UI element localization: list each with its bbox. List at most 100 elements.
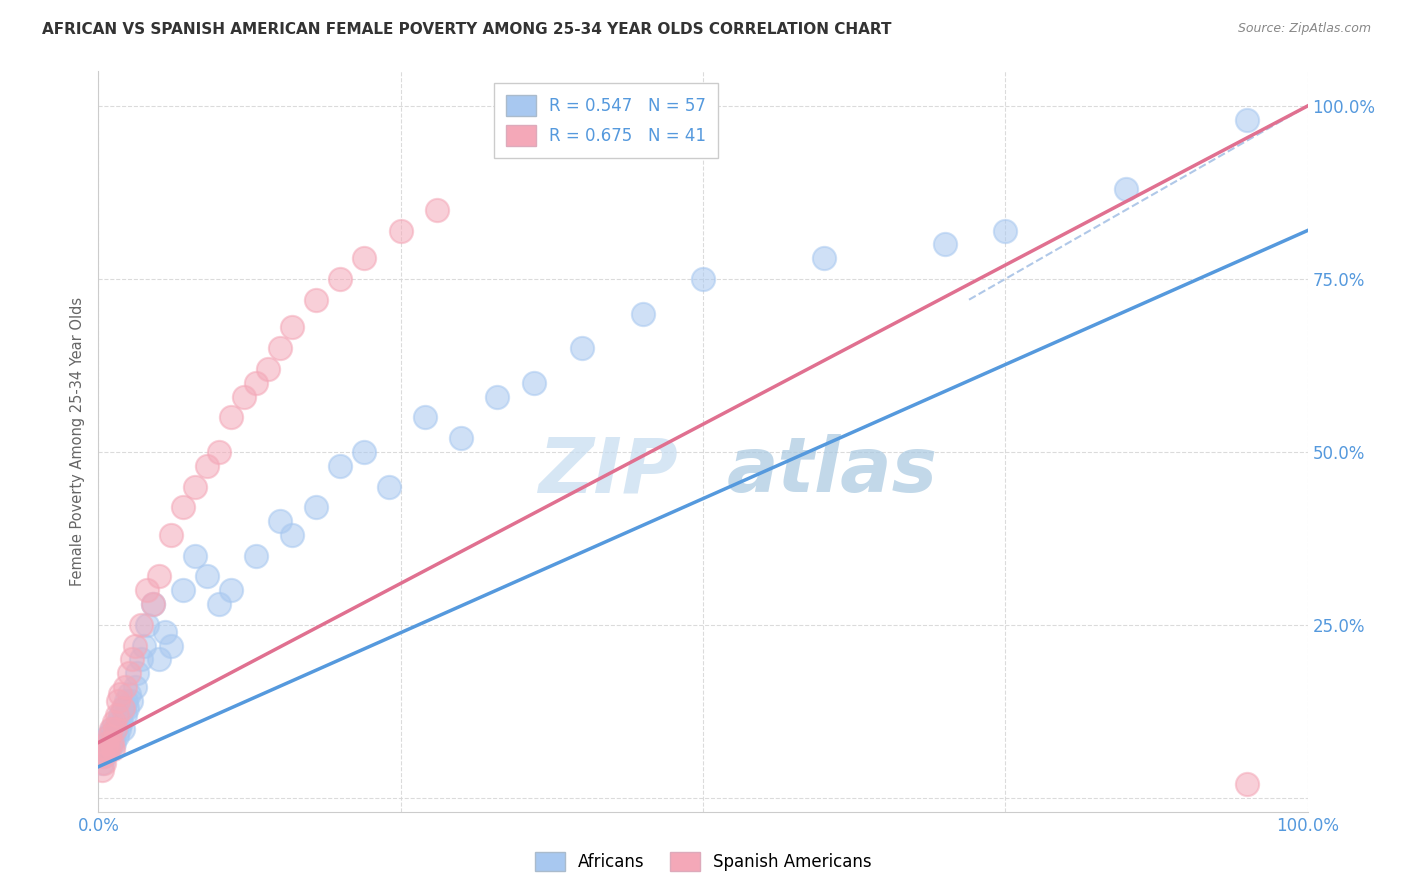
Point: [353, 251, 375, 265]
Point: [631, 306, 654, 320]
Point: [100, 722, 122, 736]
Point: [281, 528, 304, 542]
Point: [94, 742, 117, 756]
Point: [208, 445, 231, 459]
Point: [305, 293, 328, 307]
Point: [195, 569, 218, 583]
Point: [221, 583, 243, 598]
Point: [108, 707, 131, 722]
Point: [97, 742, 120, 756]
Point: [91, 749, 114, 764]
Point: [142, 597, 165, 611]
Point: [108, 722, 131, 736]
Point: [118, 687, 141, 701]
Point: [111, 722, 134, 736]
Point: [523, 376, 546, 390]
Point: [93, 749, 115, 764]
Point: [281, 320, 304, 334]
Text: ZIP: ZIP: [538, 434, 679, 508]
Y-axis label: Female Poverty Among 25-34 Year Olds: Female Poverty Among 25-34 Year Olds: [69, 297, 84, 586]
Point: [269, 341, 291, 355]
Point: [426, 202, 449, 217]
Point: [571, 341, 593, 355]
Point: [98, 729, 121, 743]
Text: atlas: atlas: [727, 434, 938, 508]
Point: [172, 583, 194, 598]
Point: [104, 722, 127, 736]
Point: [118, 666, 141, 681]
Point: [107, 694, 129, 708]
Point: [934, 237, 956, 252]
Point: [305, 500, 328, 515]
Point: [148, 652, 170, 666]
Point: [96, 735, 118, 749]
Point: [245, 376, 267, 390]
Point: [148, 569, 170, 583]
Point: [120, 694, 142, 708]
Legend: R = 0.547   N = 57, R = 0.675   N = 41: R = 0.547 N = 57, R = 0.675 N = 41: [495, 83, 718, 158]
Point: [93, 756, 115, 771]
Point: [142, 597, 165, 611]
Point: [413, 410, 436, 425]
Point: [195, 458, 218, 473]
Text: AFRICAN VS SPANISH AMERICAN FEMALE POVERTY AMONG 25-34 YEAR OLDS CORRELATION CHA: AFRICAN VS SPANISH AMERICAN FEMALE POVER…: [42, 22, 891, 37]
Point: [96, 735, 118, 749]
Point: [329, 458, 352, 473]
Point: [129, 652, 152, 666]
Point: [245, 549, 267, 563]
Point: [1236, 777, 1258, 791]
Legend: Africans, Spanish Americans: Africans, Spanish Americans: [526, 843, 880, 880]
Point: [129, 618, 152, 632]
Point: [127, 666, 149, 681]
Point: [110, 714, 132, 729]
Point: [104, 722, 127, 736]
Point: [94, 742, 117, 756]
Point: [114, 707, 136, 722]
Point: [269, 514, 291, 528]
Point: [160, 528, 183, 542]
Point: [101, 742, 124, 756]
Point: [112, 701, 135, 715]
Point: [1115, 182, 1137, 196]
Point: [115, 694, 138, 708]
Point: [232, 390, 254, 404]
Point: [389, 223, 412, 237]
Point: [329, 272, 352, 286]
Point: [813, 251, 835, 265]
Point: [105, 707, 128, 722]
Point: [100, 735, 122, 749]
Point: [135, 583, 157, 598]
Point: [994, 223, 1017, 237]
Point: [124, 639, 146, 653]
Point: [100, 722, 122, 736]
Point: [91, 756, 114, 771]
Point: [98, 742, 121, 756]
Point: [105, 729, 128, 743]
Point: [91, 735, 114, 749]
Point: [107, 714, 129, 729]
Point: [256, 362, 278, 376]
Point: [208, 597, 231, 611]
Point: [91, 763, 114, 777]
Point: [184, 479, 207, 493]
Point: [221, 410, 243, 425]
Point: [1236, 112, 1258, 127]
Point: [117, 701, 139, 715]
Point: [377, 479, 399, 493]
Point: [486, 390, 509, 404]
Text: Source: ZipAtlas.com: Source: ZipAtlas.com: [1237, 22, 1371, 36]
Point: [101, 729, 124, 743]
Point: [184, 549, 207, 563]
Point: [114, 680, 136, 694]
Point: [103, 714, 125, 729]
Point: [450, 431, 472, 445]
Point: [153, 624, 176, 639]
Point: [160, 639, 183, 653]
Point: [108, 687, 131, 701]
Point: [121, 652, 143, 666]
Point: [134, 639, 156, 653]
Point: [97, 729, 120, 743]
Point: [103, 735, 125, 749]
Point: [692, 272, 714, 286]
Point: [135, 618, 157, 632]
